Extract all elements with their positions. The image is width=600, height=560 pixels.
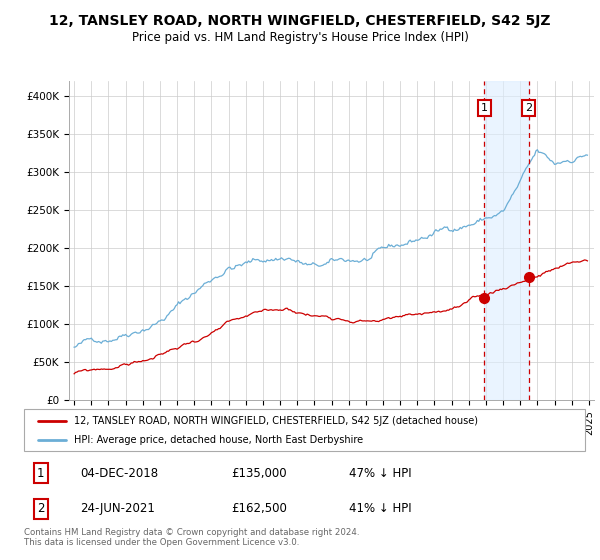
Text: Contains HM Land Registry data © Crown copyright and database right 2024.
This d: Contains HM Land Registry data © Crown c… <box>24 528 359 547</box>
Text: £135,000: £135,000 <box>232 466 287 480</box>
Text: Price paid vs. HM Land Registry's House Price Index (HPI): Price paid vs. HM Land Registry's House … <box>131 31 469 44</box>
Text: 47% ↓ HPI: 47% ↓ HPI <box>349 466 412 480</box>
Text: 12, TANSLEY ROAD, NORTH WINGFIELD, CHESTERFIELD, S42 5JZ (detached house): 12, TANSLEY ROAD, NORTH WINGFIELD, CHEST… <box>74 416 478 426</box>
Text: HPI: Average price, detached house, North East Derbyshire: HPI: Average price, detached house, Nort… <box>74 435 364 445</box>
Text: 04-DEC-2018: 04-DEC-2018 <box>80 466 158 480</box>
Text: 1: 1 <box>37 466 44 480</box>
Text: 12, TANSLEY ROAD, NORTH WINGFIELD, CHESTERFIELD, S42 5JZ: 12, TANSLEY ROAD, NORTH WINGFIELD, CHEST… <box>49 14 551 28</box>
Text: 2: 2 <box>37 502 44 515</box>
Text: 41% ↓ HPI: 41% ↓ HPI <box>349 502 412 515</box>
Text: 24-JUN-2021: 24-JUN-2021 <box>80 502 155 515</box>
Text: 1: 1 <box>481 103 488 113</box>
Text: 2: 2 <box>525 103 532 113</box>
FancyBboxPatch shape <box>24 409 585 451</box>
Text: £162,500: £162,500 <box>232 502 287 515</box>
